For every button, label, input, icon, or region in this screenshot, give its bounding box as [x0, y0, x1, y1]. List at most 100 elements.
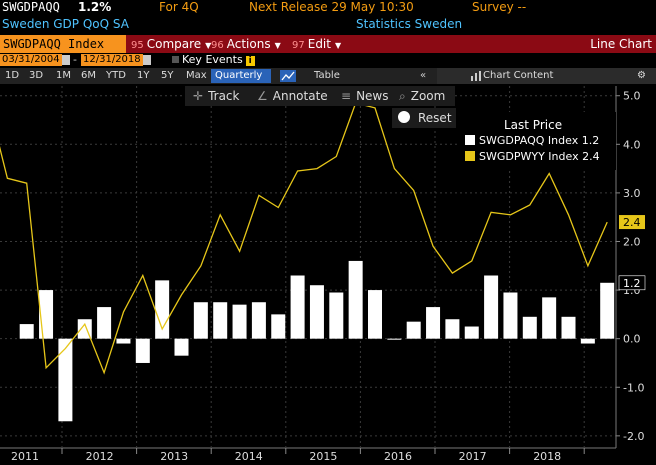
range-5y-button[interactable]: 5Y — [161, 70, 174, 81]
compare-menu-label: Compare — [146, 37, 202, 51]
data-bar — [522, 316, 537, 339]
last-value-label: 1.2 — [623, 277, 641, 290]
actions-menu-number: 96 — [211, 40, 224, 51]
info-icon[interactable]: i — [245, 56, 255, 66]
calendar-icon[interactable] — [62, 55, 70, 65]
data-bar — [580, 338, 595, 344]
security-input[interactable]: SWGDPAQQ Index — [0, 35, 126, 53]
search-icon: ⌕ — [399, 89, 406, 103]
annotate-tool[interactable]: ∠ Annotate — [257, 86, 328, 106]
compare-menu-number: 95 — [131, 40, 144, 51]
x-tick-label: 2018 — [533, 450, 561, 463]
chart-legend[interactable]: Last Price SWGDPAQQ Index 1.2 SWGDPWYY I… — [458, 112, 616, 170]
x-tick-label: 2013 — [160, 450, 188, 463]
period-label: For 4Q — [159, 0, 199, 14]
zoom-tool[interactable]: ⌕ Zoom — [399, 86, 445, 106]
reset-button[interactable]: Reset — [392, 108, 456, 128]
line-chart-glyph — [281, 71, 295, 81]
data-bar — [542, 297, 557, 339]
last-value-label: 2.4 — [623, 216, 641, 229]
track-tool[interactable]: ✛ Track — [193, 86, 239, 106]
edit-menu-label: Edit — [307, 37, 331, 51]
edit-menu-number: 97 — [292, 40, 305, 51]
next-release-label: Next Release 29 May 10:30 — [249, 0, 414, 14]
legend-label: SWGDPAQQ Index 1.2 — [479, 134, 600, 147]
calendar-icon[interactable] — [143, 55, 151, 65]
range-1d-button[interactable]: 1D — [5, 70, 20, 81]
data-bar — [368, 290, 382, 339]
legend-swatch — [465, 151, 475, 161]
key-events-label: Key Events — [182, 53, 243, 66]
data-bar — [232, 304, 247, 339]
range-ytd-button[interactable]: YTD — [106, 70, 126, 81]
actions-menu[interactable]: 96 Actions ▼ — [211, 35, 281, 53]
security-header: SWGDPAQQ 1.2% For 4Q Next Release 29 May… — [0, 0, 656, 17]
x-tick-label: 2012 — [86, 450, 114, 463]
data-bar — [348, 260, 363, 339]
y-tick-label: 4.0 — [623, 138, 641, 151]
legend-item[interactable]: SWGDPAQQ Index 1.2 — [465, 134, 599, 147]
data-bar — [464, 326, 479, 339]
chart-content-label: Chart Content — [483, 70, 554, 81]
range-1y-button[interactable]: 1Y — [137, 70, 150, 81]
news-tool[interactable]: ≡ News — [341, 86, 389, 106]
range-1m-button[interactable]: 1M — [56, 70, 71, 81]
gear-icon[interactable]: ⚙ — [637, 70, 646, 81]
frequency-select[interactable]: Quarterly ▼ — [211, 69, 271, 94]
chevron-down-icon: ▼ — [334, 41, 342, 50]
legend-item[interactable]: SWGDPWYY Index 2.4 — [465, 150, 600, 163]
security-description: Sweden GDP QoQ SA — [2, 17, 129, 31]
last-value: 1.2% — [78, 0, 112, 14]
y-tick-label: 2.0 — [623, 235, 641, 248]
x-tick-label: 2014 — [235, 450, 263, 463]
date-range-row: 03/31/2004 - 12/31/2018 Key Events i — [0, 53, 656, 67]
y-tick-label: 0.0 — [623, 333, 641, 346]
chevron-down-icon: ▼ — [274, 41, 281, 50]
start-date-field[interactable]: 03/31/2004 — [0, 54, 62, 66]
key-events-toggle[interactable]: Key Events i — [172, 53, 255, 66]
crosshair-icon: ✛ — [193, 89, 204, 103]
chart-content-panel[interactable]: Chart Content ⚙ — [437, 68, 656, 84]
edit-menu[interactable]: 97 Edit ▼ — [292, 35, 341, 53]
range-6m-button[interactable]: 6M — [81, 70, 96, 81]
y-tick-label: 5.0 — [623, 90, 641, 103]
line-chart-icon[interactable] — [280, 70, 296, 82]
compare-menu[interactable]: 95 Compare ▼ — [131, 35, 211, 53]
end-date-field[interactable]: 12/31/2018 — [81, 54, 143, 66]
data-bar — [271, 314, 286, 339]
y-tick-label: -2.0 — [623, 430, 644, 443]
range-max-button[interactable]: Max — [186, 70, 207, 81]
survey-label: Survey -- — [472, 0, 527, 14]
data-bar — [309, 285, 324, 339]
collapse-icon[interactable]: « — [420, 70, 427, 81]
data-bar — [19, 324, 34, 339]
x-tick-label: 2015 — [309, 450, 337, 463]
data-bar — [97, 307, 112, 339]
data-bar — [174, 338, 189, 356]
actions-menu-label: Actions — [226, 37, 271, 51]
table-button[interactable]: Table — [314, 70, 340, 81]
data-bar — [503, 292, 518, 339]
y-tick-label: -1.0 — [623, 381, 644, 394]
data-bar — [600, 282, 615, 339]
last-value-tag — [619, 215, 645, 230]
x-tick-label: 2011 — [11, 450, 39, 463]
frequency-value: Quarterly — [215, 70, 263, 81]
news-label: News — [356, 89, 389, 103]
data-bar — [193, 302, 208, 339]
x-tick-label: 2016 — [384, 450, 412, 463]
data-bar — [58, 338, 73, 422]
y-tick-label: 3.0 — [623, 187, 641, 200]
ticker-label[interactable]: SWGDPAQQ — [2, 0, 60, 14]
range-3d-button[interactable]: 3D — [29, 70, 44, 81]
bar-chart-icon — [471, 71, 481, 81]
data-bar — [406, 321, 421, 339]
security-description-row: Sweden GDP QoQ SA Statistics Sweden — [0, 17, 656, 35]
data-bar — [251, 302, 266, 339]
checkbox-icon[interactable] — [172, 56, 179, 63]
data-bar — [116, 338, 131, 344]
date-separator: - — [73, 53, 77, 66]
data-bar — [445, 319, 460, 339]
command-bar: SWGDPAQQ Index 95 Compare ▼ 96 Actions ▼ 97 E… — [0, 35, 656, 53]
